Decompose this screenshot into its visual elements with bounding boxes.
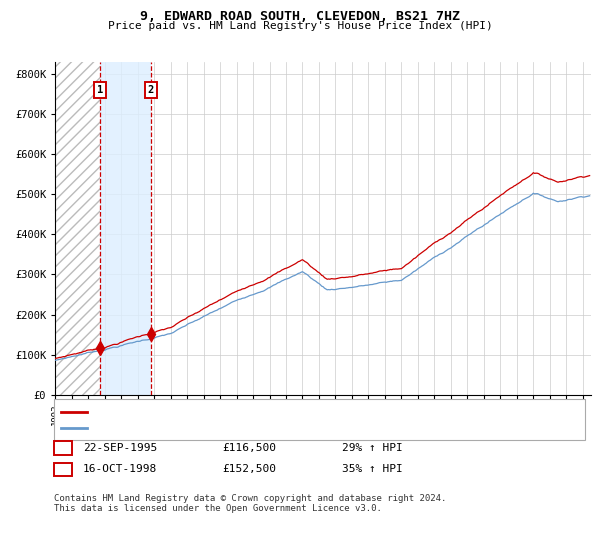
Text: 2: 2 <box>60 464 66 474</box>
Text: 2: 2 <box>148 85 154 95</box>
Text: 16-OCT-1998: 16-OCT-1998 <box>83 464 157 474</box>
Text: Price paid vs. HM Land Registry's House Price Index (HPI): Price paid vs. HM Land Registry's House … <box>107 21 493 31</box>
Text: HPI: Average price, detached house, North Somerset: HPI: Average price, detached house, Nort… <box>91 423 385 433</box>
Text: 29% ↑ HPI: 29% ↑ HPI <box>342 443 403 453</box>
Text: 35% ↑ HPI: 35% ↑ HPI <box>342 464 403 474</box>
Bar <box>100 62 151 395</box>
Text: 22-SEP-1995: 22-SEP-1995 <box>83 443 157 453</box>
Text: £152,500: £152,500 <box>222 464 276 474</box>
Bar <box>55 62 100 395</box>
Text: £116,500: £116,500 <box>222 443 276 453</box>
Text: Contains HM Land Registry data © Crown copyright and database right 2024.
This d: Contains HM Land Registry data © Crown c… <box>54 494 446 514</box>
Text: 9, EDWARD ROAD SOUTH, CLEVEDON, BS21 7HZ (detached house): 9, EDWARD ROAD SOUTH, CLEVEDON, BS21 7HZ… <box>91 407 426 417</box>
Text: 1: 1 <box>60 443 66 453</box>
Text: 9, EDWARD ROAD SOUTH, CLEVEDON, BS21 7HZ: 9, EDWARD ROAD SOUTH, CLEVEDON, BS21 7HZ <box>140 10 460 23</box>
Text: 1: 1 <box>97 85 103 95</box>
